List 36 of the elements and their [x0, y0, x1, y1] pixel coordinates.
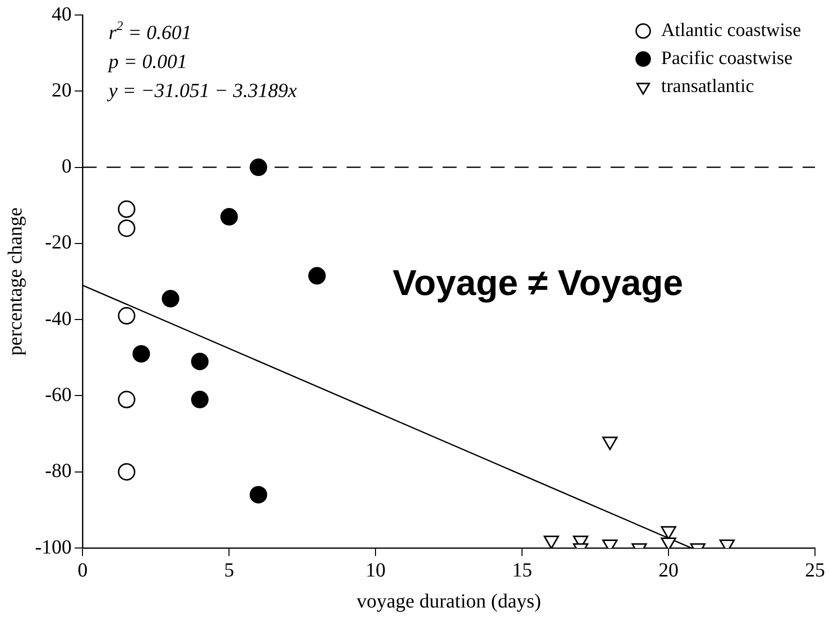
- point: [250, 158, 268, 176]
- y-axis-title: percentage change: [4, 207, 26, 356]
- legend-label: Pacific coastwise: [661, 48, 793, 69]
- point: [118, 390, 136, 408]
- x-tick-label: 15: [512, 559, 532, 582]
- x-tick-label: 10: [366, 559, 386, 582]
- y-tick-label: -80: [44, 460, 72, 482]
- y-tick-label: 40: [52, 3, 72, 26]
- point: [118, 463, 136, 481]
- y-tick-label: -100: [34, 536, 72, 558]
- point: [118, 200, 136, 218]
- annotation: y = −31.051 − 3.3189x: [106, 80, 298, 102]
- x-axis-title: voyage duration (days): [356, 590, 542, 612]
- x-tick-label: 0: [78, 559, 88, 582]
- point: [544, 536, 560, 548]
- legend-label: transatlantic: [661, 76, 754, 97]
- point: [308, 267, 326, 285]
- x-tick-label: 25: [805, 559, 825, 582]
- point: [132, 345, 150, 363]
- point: [220, 208, 238, 226]
- point: [250, 486, 268, 504]
- annotation: p = 0.001: [106, 51, 188, 73]
- point: [118, 219, 136, 237]
- point: [162, 290, 180, 308]
- y-tick-label: -40: [44, 308, 72, 330]
- x-tick-label: 5: [224, 559, 234, 582]
- y-tick-label: 20: [52, 79, 72, 102]
- y-tick-label: 0: [62, 156, 72, 178]
- y-tick-label: -60: [44, 384, 72, 406]
- point: [191, 352, 209, 370]
- point: [118, 307, 136, 325]
- annotation: Voyage ≠ Voyage: [392, 262, 684, 303]
- legend-label: Atlantic coastwise: [661, 20, 802, 41]
- point: [191, 390, 209, 408]
- x-tick-label: 20: [658, 559, 679, 582]
- y-tick-label: -20: [44, 232, 72, 254]
